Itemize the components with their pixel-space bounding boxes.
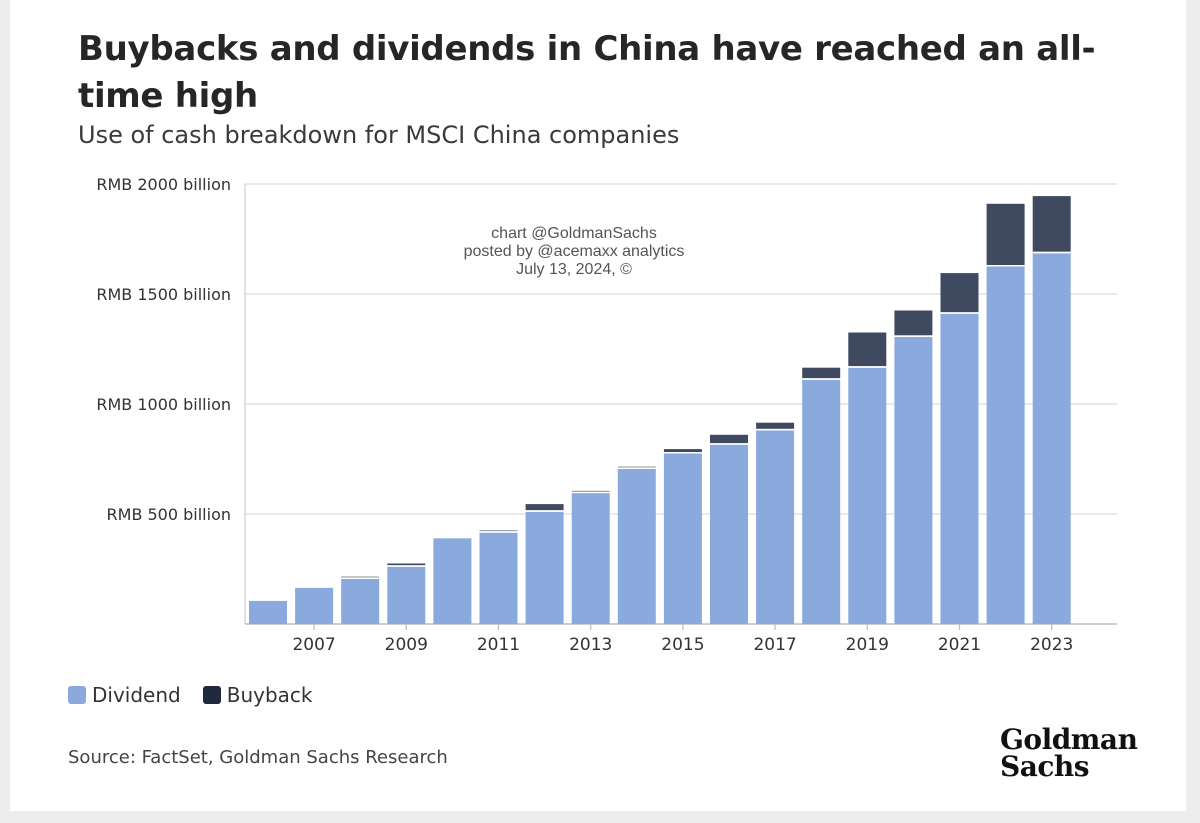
bars (249, 196, 1071, 625)
legend-label-buyback: Buyback (226, 683, 313, 707)
y-tick-label: RMB 2000 billion (96, 175, 231, 194)
source-note: Source: FactSet, Goldman Sachs Research (68, 747, 448, 768)
bar-buyback-2013 (571, 490, 610, 492)
bar-dividend-2019 (848, 367, 887, 624)
bar-dividend-2016 (710, 444, 748, 624)
bar-buyback-2014 (617, 466, 656, 468)
bar-dividend-2014 (617, 468, 656, 624)
x-tick-label: 2019 (846, 635, 889, 655)
bar-dividend-2022 (986, 266, 1025, 624)
x-tick-label: 2021 (938, 635, 981, 655)
bar-buyback-2011 (479, 530, 518, 532)
bar-dividend-2006 (249, 600, 287, 624)
logo-line-1: Goldman (1000, 723, 1138, 756)
chart-legend: Dividend Buyback (68, 683, 313, 707)
legend-swatch-dividend (68, 686, 86, 704)
y-tick-label: RMB 1000 billion (96, 395, 231, 414)
x-tick-label: 2013 (569, 635, 612, 655)
bar-dividend-2013 (571, 493, 610, 624)
bar-buyback-2017 (756, 422, 795, 429)
bar-buyback-2015 (663, 449, 702, 452)
goldman-sachs-logo: Goldman Sachs (1000, 723, 1160, 783)
bar-buyback-2012 (525, 504, 564, 511)
chart-title: Buybacks and dividends in China have rea… (78, 29, 1096, 116)
bar-dividend-2017 (756, 430, 795, 624)
bar-buyback-2023 (1032, 196, 1071, 252)
x-tick-label: 2007 (292, 635, 335, 655)
bar-buyback-2018 (802, 367, 841, 379)
watermark: chart @GoldmanSachs posted by @acemaxx a… (464, 225, 685, 278)
x-tick-labels: 2007 2009 2011 2013 2015 2017 2019 2021 2023 (292, 624, 1073, 655)
bar-dividend-2008 (341, 578, 380, 624)
bar-dividend-2020 (894, 336, 933, 624)
bar-buyback-2008 (341, 576, 380, 578)
x-tick-label: 2009 (385, 635, 428, 655)
y-tick-label: RMB 1500 billion (96, 285, 231, 304)
bar-dividend-2018 (802, 379, 841, 624)
bar-buyback-2009 (387, 563, 426, 566)
y-tick-label: RMB 500 billion (107, 505, 231, 524)
bar-dividend-2012 (525, 511, 564, 624)
bar-dividend-2021 (940, 313, 979, 624)
legend-item-dividend: Dividend (68, 683, 181, 707)
x-tick-label: 2015 (661, 635, 704, 655)
bar-buyback-2020 (894, 310, 933, 336)
bar-dividend-2023 (1032, 253, 1071, 625)
bar-dividend-2009 (387, 566, 426, 624)
x-tick-label: 2011 (477, 635, 520, 655)
watermark-line-2: posted by @acemaxx analytics (464, 243, 685, 260)
bar-buyback-2016 (710, 434, 748, 444)
bar-buyback-2019 (848, 332, 887, 367)
bar-dividend-2007 (295, 587, 334, 624)
bar-dividend-2015 (663, 453, 702, 624)
watermark-line-1: chart @GoldmanSachs (491, 225, 657, 242)
bar-buyback-2021 (940, 273, 979, 313)
watermark-line-3: July 13, 2024, © (516, 261, 632, 278)
bar-dividend-2010 (433, 538, 472, 624)
legend-label-dividend: Dividend (92, 683, 181, 707)
legend-swatch-buyback (202, 686, 221, 704)
legend-item-buyback: Buyback (202, 683, 313, 707)
x-tick-label: 2023 (1030, 635, 1073, 655)
bar-dividend-2011 (479, 532, 518, 624)
y-tick-labels: RMB 500 billion RMB 1000 billion RMB 1500 … (96, 175, 231, 524)
x-tick-label: 2017 (753, 635, 796, 655)
logo-line-2: Sachs (1000, 750, 1090, 783)
bar-buyback-2022 (986, 203, 1025, 265)
chart-subtitle: Use of cash breakdown for MSCI China com… (78, 121, 680, 149)
